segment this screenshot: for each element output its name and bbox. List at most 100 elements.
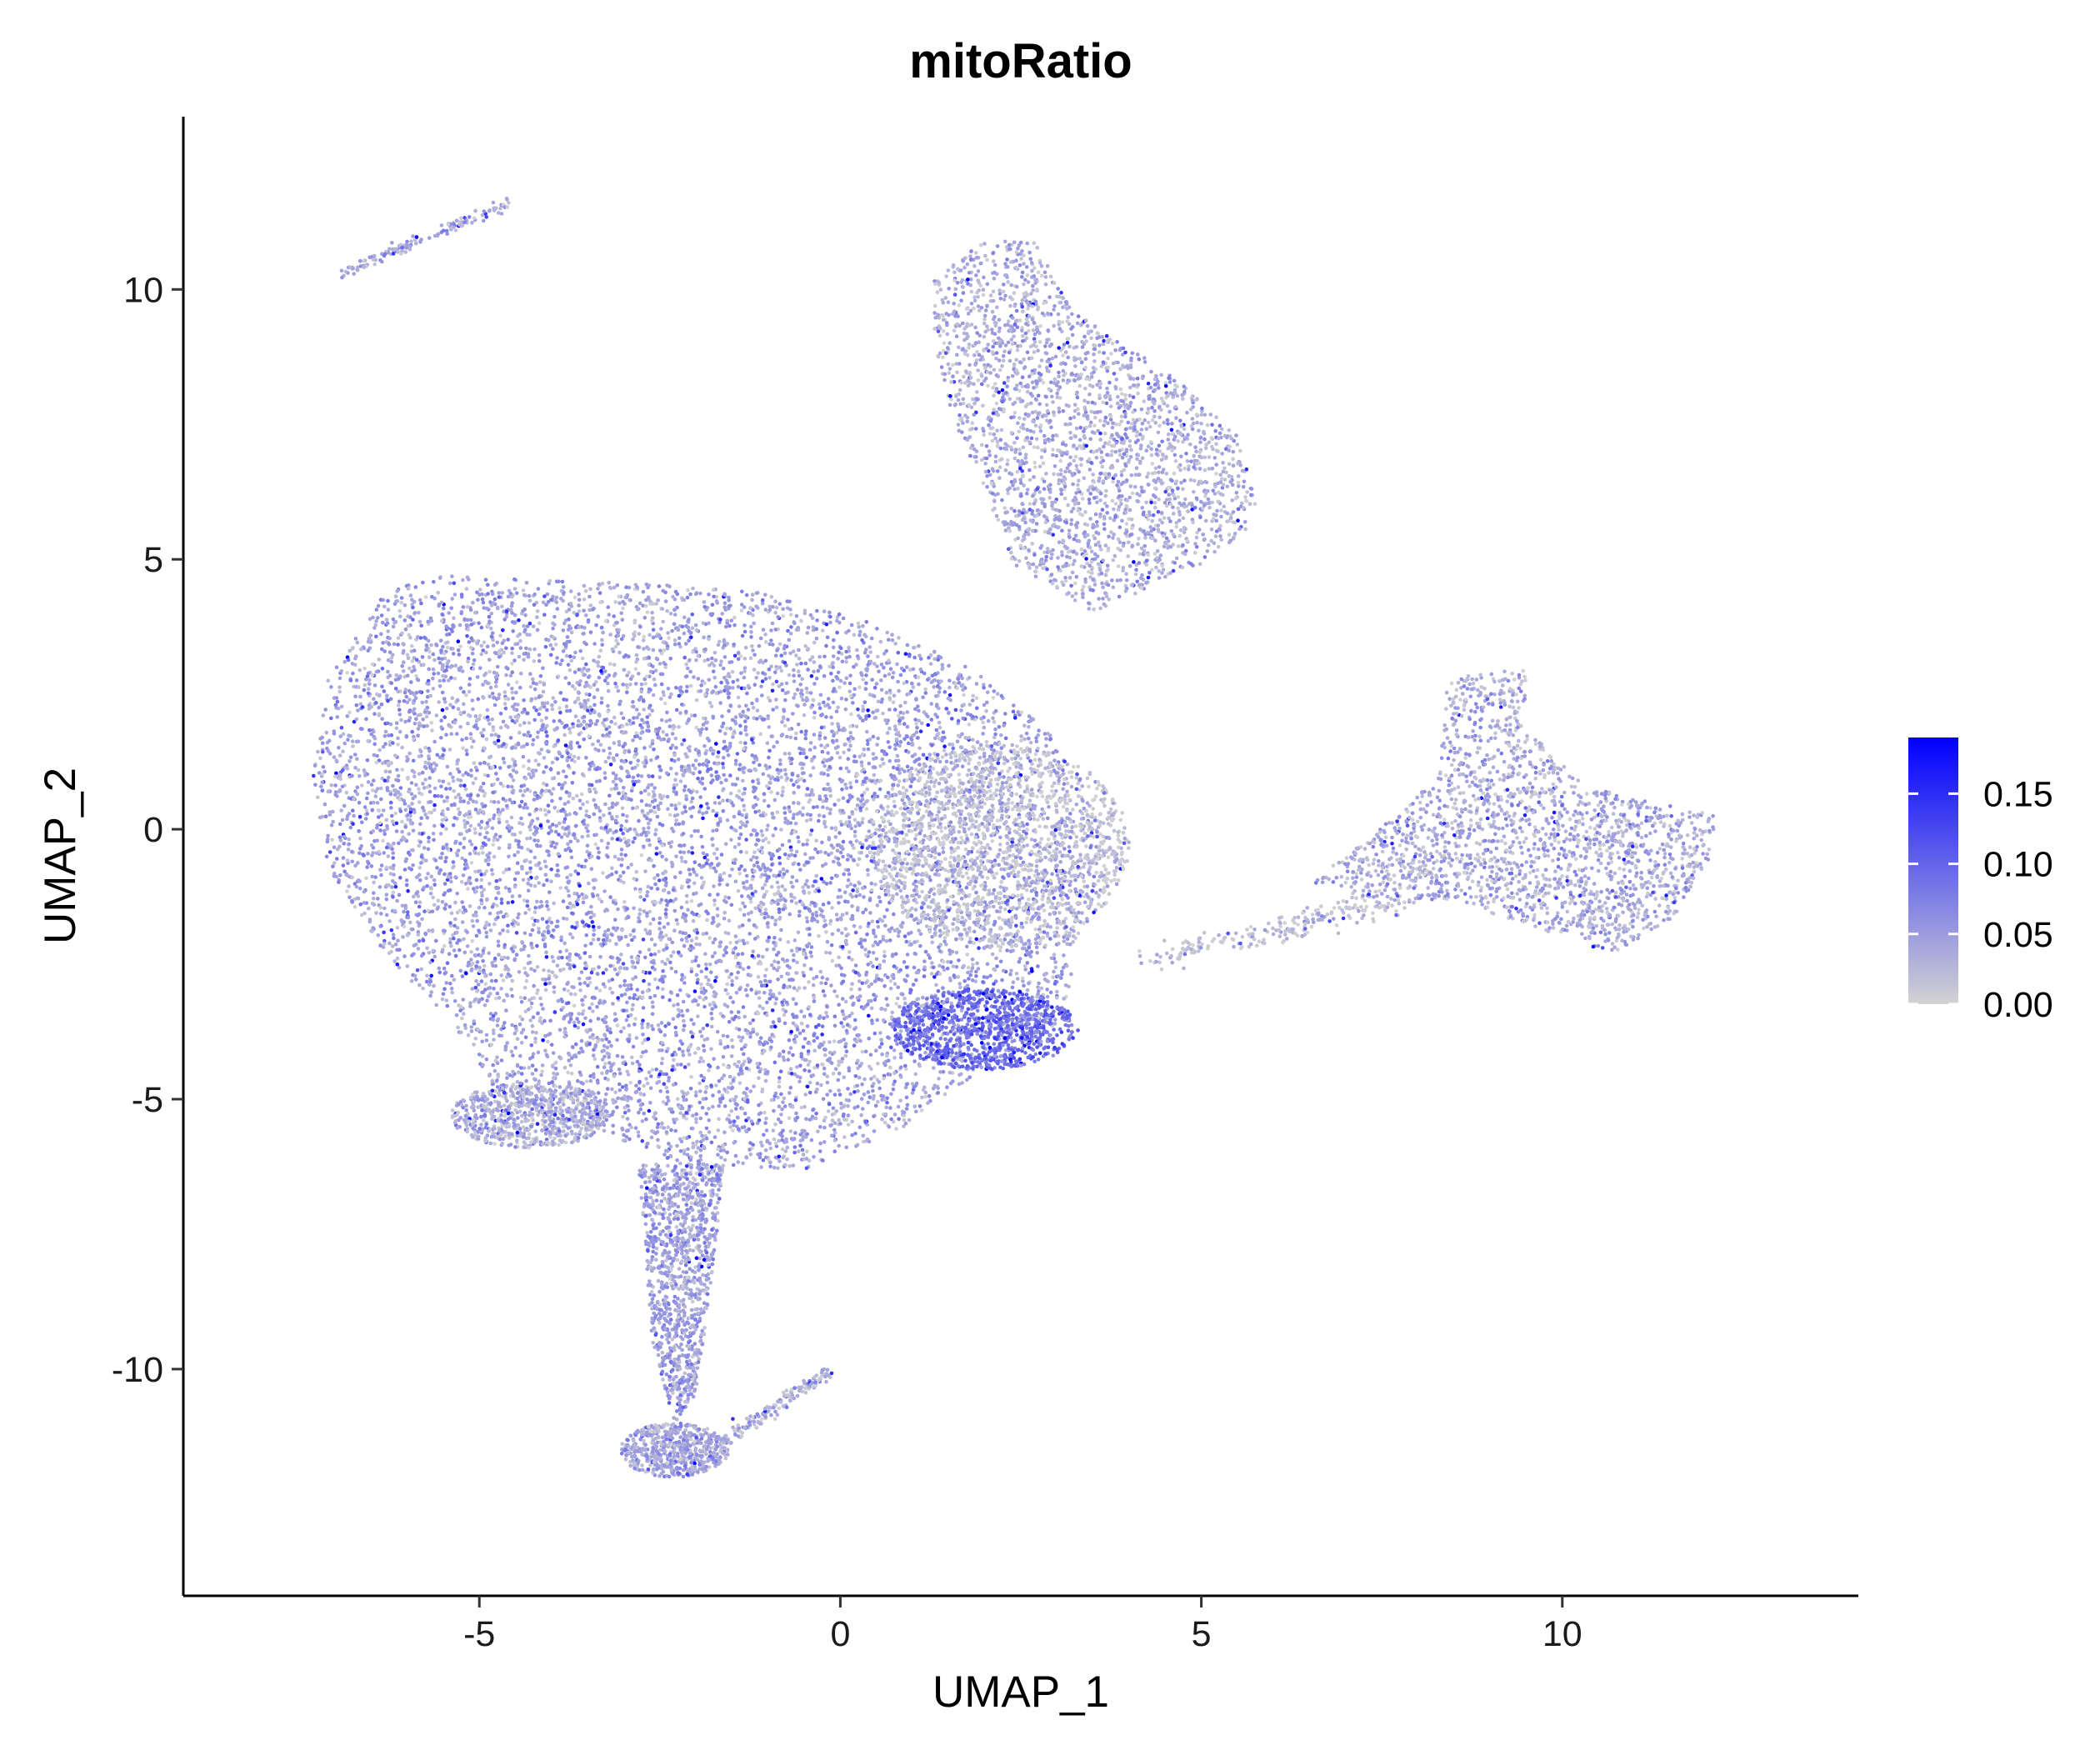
cell-point <box>869 1006 874 1011</box>
cell-point <box>516 1070 521 1074</box>
cell-point <box>858 841 862 845</box>
cell-point <box>478 762 482 766</box>
cell-point <box>808 950 813 955</box>
cell-point <box>851 701 855 705</box>
cell-point <box>429 973 433 978</box>
cell-point <box>411 863 415 868</box>
cell-point <box>640 1022 644 1027</box>
cell-point <box>681 822 685 826</box>
cell-point <box>972 900 977 905</box>
cell-point <box>532 838 537 842</box>
cell-point <box>469 950 473 954</box>
cell-point <box>659 697 663 701</box>
cell-point <box>992 920 998 925</box>
cell-point <box>861 817 865 821</box>
cell-point <box>721 798 725 802</box>
cell-point <box>775 810 780 814</box>
cell-point <box>504 992 509 997</box>
cell-point <box>998 825 1002 829</box>
cell-point <box>637 1087 642 1091</box>
cell-point <box>913 718 918 722</box>
cell-point <box>678 850 682 854</box>
cell-point <box>476 1028 480 1032</box>
cell-point <box>564 812 568 818</box>
cell-point <box>775 740 779 744</box>
cell-point <box>628 718 632 723</box>
cell-point <box>323 814 328 818</box>
cell-point <box>862 700 868 704</box>
cell-point <box>937 809 941 814</box>
cell-point <box>396 938 400 942</box>
cell-point <box>732 1122 736 1128</box>
cell-point <box>879 1042 884 1046</box>
cell-point <box>746 912 751 916</box>
cell-point <box>384 818 389 822</box>
cell-point <box>684 793 688 798</box>
cell-point <box>640 808 645 813</box>
cell-point <box>796 773 800 778</box>
cell-point <box>872 998 878 1002</box>
cell-point <box>450 696 455 700</box>
cell-point <box>855 648 859 652</box>
cell-point <box>942 1092 948 1097</box>
cell-point <box>379 872 383 878</box>
cell-point <box>530 1072 535 1076</box>
cell-point <box>811 883 815 888</box>
cell-point <box>435 866 439 870</box>
cell-point <box>888 1106 892 1110</box>
cell-point <box>896 1104 901 1109</box>
cell-point <box>618 874 622 878</box>
cell-point <box>932 685 936 689</box>
cell-point <box>521 588 526 592</box>
cell-point <box>852 1106 857 1110</box>
cell-point <box>553 1106 558 1111</box>
cell-point <box>921 695 925 699</box>
cell-point <box>822 764 827 768</box>
cell-point <box>440 900 445 904</box>
cell-point <box>541 689 546 694</box>
cell-point <box>788 1085 793 1090</box>
cell-point <box>737 788 742 793</box>
cell-point <box>608 811 612 816</box>
cell-point <box>678 1111 682 1116</box>
cell-point <box>561 649 566 653</box>
cell-point <box>531 1015 536 1019</box>
cell-point <box>342 803 347 808</box>
cell-point <box>685 1091 690 1095</box>
cell-point <box>463 858 468 862</box>
cell-point <box>612 967 618 972</box>
cell-point <box>334 665 339 670</box>
cell-point <box>783 852 788 857</box>
cell-point <box>489 978 494 983</box>
cell-point <box>694 972 699 978</box>
cell-point <box>828 811 832 816</box>
cell-point <box>876 1062 880 1066</box>
cell-point <box>631 738 635 742</box>
cell-point <box>824 1011 828 1015</box>
cell-point <box>874 682 879 686</box>
cell-point <box>607 807 612 811</box>
cell-point <box>647 826 651 830</box>
cell-point <box>464 587 469 591</box>
cell-point <box>781 1049 786 1054</box>
cell-point <box>350 739 355 743</box>
cell-point <box>968 702 972 707</box>
cell-point <box>797 1149 801 1153</box>
cell-point <box>885 1002 890 1008</box>
cell-point <box>898 888 903 893</box>
cell-point <box>442 700 448 704</box>
cell-point <box>716 754 720 759</box>
cell-point <box>781 1100 785 1104</box>
cell-point <box>669 1128 673 1132</box>
cell-point <box>775 648 779 652</box>
cell-point <box>937 737 942 741</box>
cell-point <box>951 964 956 968</box>
cell-point <box>479 731 483 736</box>
cell-point <box>409 680 413 684</box>
cell-point <box>975 706 979 711</box>
cell-point <box>739 608 744 612</box>
cell-point <box>354 703 359 708</box>
cell-point <box>630 1061 635 1066</box>
cell-point <box>700 845 705 849</box>
cell-point <box>515 1063 520 1068</box>
